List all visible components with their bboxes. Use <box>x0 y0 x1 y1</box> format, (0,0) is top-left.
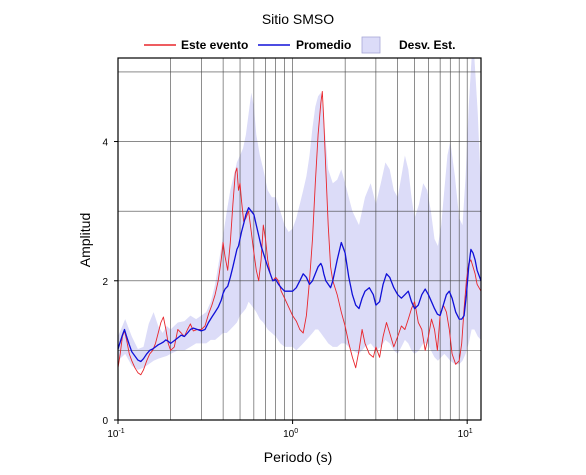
series-line-este-evento <box>117 90 482 376</box>
chart-title: Sitio SMSO <box>262 11 334 27</box>
x-tick-label: 101 <box>458 428 473 440</box>
series-line-promedio <box>117 207 482 363</box>
x-axis-title: Periodo (s) <box>264 449 332 465</box>
y-tick-label: 4 <box>102 138 108 149</box>
legend-label-este-evento: Este evento <box>181 38 248 52</box>
legend: Este evento Promedio Desv. Est. <box>144 36 455 54</box>
y-axis-title: Amplitud <box>77 213 93 267</box>
legend-label-desv-est: Desv. Est. <box>399 38 455 52</box>
plot-frame <box>117 57 482 421</box>
x-tick-label: 100 <box>283 428 298 440</box>
legend-swatch-desv-est <box>361 36 381 54</box>
x-tick-label: 10-1 <box>107 428 124 440</box>
y-tick-label: 2 <box>102 277 108 288</box>
y-tick-label: 0 <box>102 416 108 427</box>
std-dev-band <box>118 58 481 370</box>
legend-label-promedio: Promedio <box>296 38 351 52</box>
